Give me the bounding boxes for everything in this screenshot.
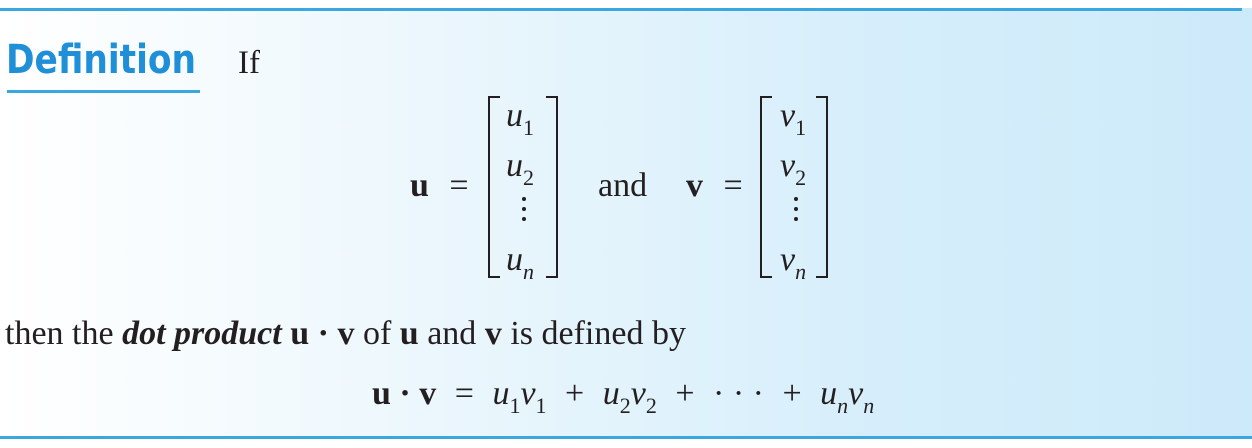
v-entry-1: v1: [780, 97, 807, 140]
v-vdots: [793, 197, 799, 227]
definition-sentence: then the dot product u · v of u and v is…: [5, 315, 686, 352]
v-right-bracket: [816, 96, 828, 278]
u-entry-n: un: [506, 241, 534, 284]
u-left-bracket: [488, 96, 500, 278]
dot-product-formula: u · v = u1v1 + u2v2 + · · · + unvn: [372, 375, 875, 418]
heading-underline: [7, 90, 200, 93]
v-entry-n: vn: [780, 241, 807, 284]
intro-text: If: [238, 45, 260, 81]
bottom-rule: [0, 436, 1252, 439]
top-rule: [0, 8, 1242, 11]
u-entry-2: u2: [506, 147, 534, 190]
u-vector-label: u =: [410, 167, 469, 204]
definition-heading: Definition: [6, 37, 197, 83]
u-vdots: [521, 197, 527, 227]
v-entry-2: v2: [780, 147, 807, 190]
and-word: and: [598, 167, 648, 204]
definition-box: [0, 8, 1252, 438]
v-vector-label: v =: [686, 167, 743, 204]
u-right-bracket: [546, 96, 558, 278]
u-entry-1: u1: [506, 97, 534, 140]
v-left-bracket: [760, 96, 772, 278]
